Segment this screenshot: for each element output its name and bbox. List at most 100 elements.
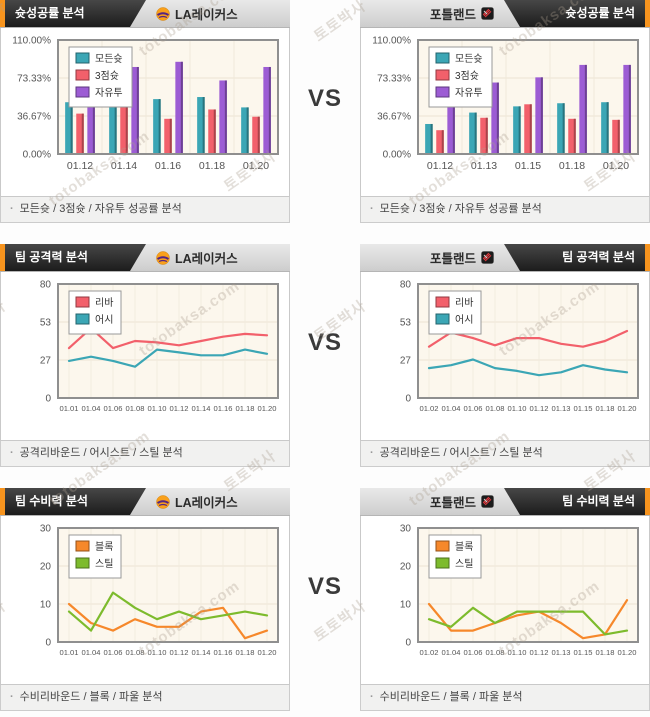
footer-text: 수비리바운드 / 블록 / 파울 분석 xyxy=(379,691,523,703)
team-label: 포틀랜드 xyxy=(430,488,494,515)
svg-text:73.33%: 73.33% xyxy=(377,74,411,85)
team-label: LA레이커스 xyxy=(156,0,238,27)
svg-text:리바: 리바 xyxy=(95,297,113,309)
offense-chart-portland: 0 27 53 80 01.02 01.04 01.06 01.08 01.10 01.12 01.… xyxy=(366,276,646,436)
section-title-tab: 슛성공률 분석 xyxy=(504,0,650,27)
svg-text:01.20: 01.20 xyxy=(243,160,269,172)
lakers-logo-icon xyxy=(156,494,170,509)
footer-bullet: · xyxy=(370,447,374,459)
svg-text:01.04: 01.04 xyxy=(441,648,460,657)
svg-text:110.00%: 110.00% xyxy=(372,36,411,47)
blazers-logo-icon xyxy=(481,251,494,264)
team-label: 포틀랜드 xyxy=(430,0,494,27)
defense-chart-portland: 0 10 20 30 01.02 01.04 01.06 01.08 01.10 01.12 01.… xyxy=(366,520,646,680)
panel-header: 슛성공률 분석 LA레이커스 xyxy=(0,0,290,28)
section-title-tab: 팀 공격력 분석 xyxy=(504,244,650,271)
section-title-tab: 팀 공격력 분석 xyxy=(0,244,146,271)
footer-text: 수비리바운드 / 블록 / 파울 분석 xyxy=(19,691,163,703)
svg-text:0: 0 xyxy=(405,638,411,649)
svg-text:블록: 블록 xyxy=(455,541,473,553)
panel-defense-portland: 팀 수비력 분석 포틀랜드 0 10 20 30 01.02 01.04 01.06 01.0… xyxy=(360,488,650,711)
svg-text:리바: 리바 xyxy=(455,297,473,309)
svg-text:01.04: 01.04 xyxy=(81,648,100,657)
svg-text:01.06: 01.06 xyxy=(103,648,122,657)
offense-chart-lakers: 0 27 53 80 01.01 01.04 01.06 01.08 01.10 01.12 01.… xyxy=(6,276,286,436)
svg-text:0: 0 xyxy=(45,394,51,405)
svg-text:01.10: 01.10 xyxy=(507,648,526,657)
svg-text:01.01: 01.01 xyxy=(59,404,78,413)
svg-text:01.16: 01.16 xyxy=(155,160,181,172)
svg-text:10: 10 xyxy=(400,600,412,611)
svg-text:01.18: 01.18 xyxy=(559,160,585,172)
panel-body: 0 27 53 80 01.01 01.04 01.06 01.08 01.10 01.12 01.… xyxy=(0,272,290,441)
panel-header: 팀 공격력 분석 LA레이커스 xyxy=(0,244,290,272)
svg-text:01.20: 01.20 xyxy=(257,404,276,413)
orange-accent-bar xyxy=(0,244,5,271)
svg-text:20: 20 xyxy=(400,562,412,573)
panel-header: 팀 수비력 분석 포틀랜드 xyxy=(360,488,650,516)
team-name: LA레이커스 xyxy=(175,8,238,22)
svg-text:110.00%: 110.00% xyxy=(12,36,51,47)
svg-text:01.20: 01.20 xyxy=(617,648,636,657)
svg-text:01.15: 01.15 xyxy=(573,648,592,657)
svg-text:블록: 블록 xyxy=(95,541,113,553)
blazers-logo-icon xyxy=(481,495,494,508)
svg-text:3점슛: 3점슛 xyxy=(455,70,479,82)
svg-text:53: 53 xyxy=(400,318,412,329)
team-name: LA레이커스 xyxy=(175,252,238,266)
panel-body: 0.00% 36.67% 73.33% 110.00% 01.12 01.14 01.16 0… xyxy=(0,28,290,197)
vs-label: VS xyxy=(307,572,342,600)
panel-shooting-lakers: 슛성공률 분석 LA레이커스 0.00% 36.67% 73.33% 110.00% 0… xyxy=(0,0,290,223)
svg-text:01.08: 01.08 xyxy=(485,404,504,413)
panel-footer: · 공격리바운드 / 어시스트 / 스틸 분석 xyxy=(360,441,650,467)
orange-accent-bar xyxy=(645,488,650,515)
svg-text:01.14: 01.14 xyxy=(191,648,210,657)
svg-text:01.14: 01.14 xyxy=(191,404,210,413)
footer-bullet: · xyxy=(10,203,14,215)
svg-text:36.67%: 36.67% xyxy=(17,112,51,123)
svg-text:20: 20 xyxy=(40,562,52,573)
svg-text:01.08: 01.08 xyxy=(485,648,504,657)
vs-gutter: VS xyxy=(290,488,360,711)
panel-footer: · 수비리바운드 / 블록 / 파울 분석 xyxy=(360,685,650,711)
svg-text:01.14: 01.14 xyxy=(111,160,137,172)
orange-accent-bar xyxy=(645,0,650,27)
svg-text:80: 80 xyxy=(40,280,52,291)
svg-text:자유투: 자유투 xyxy=(455,87,483,99)
panel-footer: · 모든슛 / 3점슛 / 자유투 성공률 분석 xyxy=(360,197,650,223)
svg-text:01.12: 01.12 xyxy=(427,160,453,172)
team-name: 포틀랜드 xyxy=(429,8,476,22)
panel-body: 0 10 20 30 01.01 01.04 01.06 01.08 01.10 01.12 01.… xyxy=(0,516,290,685)
svg-text:01.15: 01.15 xyxy=(515,160,541,172)
footer-text: 공격리바운드 / 어시스트 / 스틸 분석 xyxy=(379,447,543,459)
svg-text:36.67%: 36.67% xyxy=(377,112,411,123)
panel-footer: · 공격리바운드 / 어시스트 / 스틸 분석 xyxy=(0,441,290,467)
svg-text:01.06: 01.06 xyxy=(103,404,122,413)
svg-text:01.10: 01.10 xyxy=(147,404,166,413)
svg-text:0.00%: 0.00% xyxy=(23,150,51,161)
vs-label: VS xyxy=(307,84,342,112)
svg-text:01.18: 01.18 xyxy=(235,404,254,413)
panel-header: 팀 공격력 분석 포틀랜드 xyxy=(360,244,650,272)
panel-offense-portland: 팀 공격력 분석 포틀랜드 0 27 53 80 01.02 01.04 01.06 01.0… xyxy=(360,244,650,467)
shooting-chart-lakers: 0.00% 36.67% 73.33% 110.00% 01.12 01.14 01.16 0… xyxy=(6,32,286,192)
svg-text:01.20: 01.20 xyxy=(603,160,629,172)
svg-text:01.10: 01.10 xyxy=(507,404,526,413)
svg-text:0.00%: 0.00% xyxy=(383,150,411,161)
orange-accent-bar xyxy=(0,488,5,515)
panel-offense-lakers: 팀 공격력 분석 LA레이커스 0 27 53 80 01.01 01.04 01.06 01… xyxy=(0,244,290,467)
svg-text:01.15: 01.15 xyxy=(573,404,592,413)
row-offense: 팀 공격력 분석 LA레이커스 0 27 53 80 01.01 01.04 01.06 01… xyxy=(0,244,650,467)
footer-bullet: · xyxy=(370,691,374,703)
svg-text:01.18: 01.18 xyxy=(235,648,254,657)
panel-body: 0 10 20 30 01.02 01.04 01.06 01.08 01.10 01.12 01.… xyxy=(360,516,650,685)
svg-text:01.06: 01.06 xyxy=(463,648,482,657)
vs-gutter: VS xyxy=(290,0,360,223)
svg-text:01.20: 01.20 xyxy=(617,404,636,413)
svg-text:01.20: 01.20 xyxy=(257,648,276,657)
section-title-tab: 슛성공률 분석 xyxy=(0,0,146,27)
defense-chart-lakers: 0 10 20 30 01.01 01.04 01.06 01.08 01.10 01.12 01.… xyxy=(6,520,286,680)
svg-text:01.08: 01.08 xyxy=(125,648,144,657)
svg-text:0: 0 xyxy=(45,638,51,649)
panel-header: 팀 수비력 분석 LA레이커스 xyxy=(0,488,290,516)
